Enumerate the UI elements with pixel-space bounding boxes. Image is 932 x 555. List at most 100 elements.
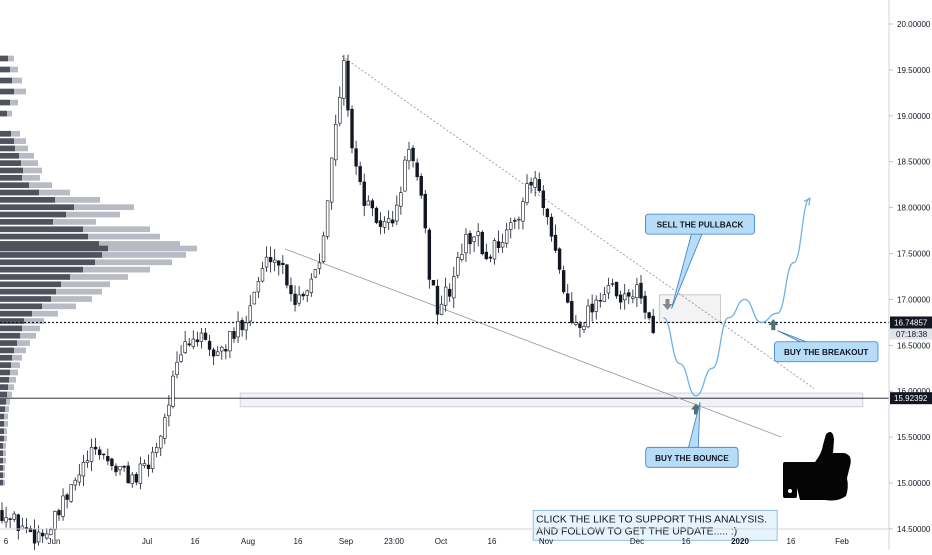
profile-bar-dark (0, 450, 3, 457)
candle-body (65, 494, 69, 500)
price-badges: 16.74857 07:18:38 15.92392 (890, 316, 932, 405)
candle-body (309, 278, 314, 293)
candle-body (252, 291, 257, 305)
profile-bar-dark (0, 413, 4, 420)
profile-bar-light (32, 310, 58, 317)
callout-sell-pullback[interactable]: SELL THE PULLBACK (645, 213, 756, 309)
profile-bar-light (3, 443, 6, 449)
candle-body (24, 527, 29, 529)
profile-bar-dark (0, 420, 4, 427)
candle-body (260, 268, 265, 282)
profile-bar-light (14, 88, 26, 95)
profile-bar-light (4, 428, 7, 435)
profile-bar-light (53, 219, 96, 225)
trendlines[interactable] (284, 55, 815, 438)
x-tick-label: 23:00 (384, 537, 405, 546)
candle-body (167, 404, 171, 417)
x-tick-label: 6 (4, 537, 9, 546)
candle-body (183, 341, 187, 353)
profile-bar-light (14, 138, 26, 144)
profile-bar-dark (0, 110, 7, 117)
candle-body (118, 466, 122, 471)
profile-bar-light (66, 211, 120, 218)
buy-breakout-arrow[interactable] (768, 319, 779, 331)
candle-body (150, 451, 155, 469)
candle-body (32, 529, 37, 544)
candle-body (496, 241, 501, 248)
sell-pullback-arrow[interactable] (662, 298, 673, 310)
profile-bar-dark (0, 428, 4, 435)
candle-body (635, 284, 639, 298)
candle-body (395, 204, 399, 222)
candle-body (321, 235, 326, 262)
price-axis[interactable]: 14.0000014.5000015.0000015.5000016.00000… (889, 20, 931, 550)
candle-body (509, 222, 513, 230)
candle-body (36, 531, 41, 543)
candle-body (106, 456, 110, 462)
candle-body (179, 354, 183, 362)
candle-body (643, 295, 647, 313)
profile-bar-light (108, 245, 197, 252)
candle-body (297, 294, 301, 304)
callouts[interactable]: SELL THE PULLBACK BUY THE BOUNCE BUY THE B… (645, 213, 879, 468)
y-tick-label: 17.00000 (897, 295, 931, 304)
candle-body (533, 177, 537, 188)
time-axis[interactable]: 6 Jun Jul 16 Aug 16 Sep 23:00 Oct 16 Nov Dec 16 2020 1… (4, 537, 850, 546)
profile-bar-dark (0, 340, 17, 346)
buy-bounce-arrow[interactable] (690, 403, 701, 415)
markers[interactable] (662, 298, 779, 415)
profile-bar-dark (0, 391, 7, 398)
candle-body (492, 240, 497, 260)
profile-bar-light (9, 376, 16, 383)
candle-body (256, 281, 261, 293)
candle-body (427, 229, 432, 280)
profile-bar-light (3, 450, 6, 457)
profile-bar-dark (0, 211, 66, 218)
y-tick-label: 18.50000 (897, 158, 931, 167)
profile-bar-dark (0, 443, 3, 449)
candle-body (525, 183, 529, 203)
x-tick-label: 16 (787, 537, 796, 546)
candle-body (447, 288, 452, 297)
candle-body (28, 528, 33, 533)
profile-bar-dark (0, 296, 51, 302)
trendline[interactable] (284, 248, 782, 438)
candle-body (500, 242, 505, 248)
callout-buy-breakout[interactable]: BUY THE BREAKOUT (774, 330, 879, 363)
trendline[interactable] (341, 55, 815, 389)
candle-body (439, 303, 444, 315)
y-tick-label: 18.00000 (897, 204, 931, 213)
x-tick-label: Jul (142, 537, 152, 546)
projection-curve[interactable] (663, 197, 811, 397)
note-box[interactable]: CLICK THE LIKE TO SUPPORT THIS ANALYSIS.… (532, 509, 778, 541)
candle-body (513, 220, 517, 222)
profile-bar-light (4, 435, 7, 442)
x-tick-label: 16 (191, 537, 200, 546)
candle-body (110, 458, 114, 467)
candle-body (464, 234, 468, 254)
profile-bar-dark (0, 310, 32, 317)
candle-body (268, 257, 273, 263)
candle-body (358, 166, 362, 182)
candle-body (476, 231, 480, 236)
candle-body (293, 293, 297, 305)
profile-bar-dark (0, 241, 99, 247)
projection-path[interactable] (663, 197, 811, 397)
profile-bar-light (55, 197, 100, 203)
candle-body (138, 463, 143, 484)
callout-buy-bounce[interactable]: BUY THE BOUNCE (645, 402, 739, 468)
candle-body (431, 279, 436, 286)
candle-body (207, 340, 212, 350)
candle-body (16, 514, 20, 531)
candle-body (248, 305, 252, 322)
candle-body (415, 162, 419, 178)
candle-body (342, 60, 346, 99)
candle-body (325, 200, 330, 237)
profile-bar-dark (0, 252, 102, 258)
candle-body (61, 495, 65, 517)
candle-body (89, 447, 94, 462)
candle-body (264, 256, 269, 268)
candle-body (240, 320, 244, 331)
